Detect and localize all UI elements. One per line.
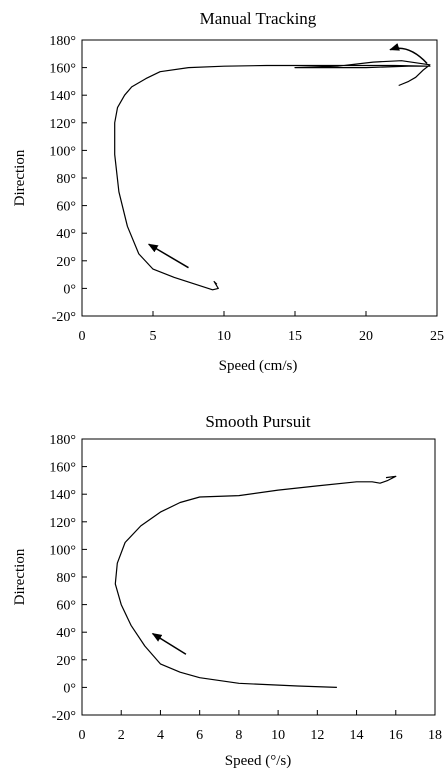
x-tick-label: 18 xyxy=(428,728,442,743)
y-tick-label: 160° xyxy=(49,62,76,77)
y-axis-label: Direction xyxy=(12,149,28,206)
series-line xyxy=(114,60,431,291)
y-axis: -20° 0° 20° 40° 60° 80° 100° 120° 140° 160° 180° xyxy=(49,34,87,325)
x-axis: 0 5 10 15 20 25 xyxy=(79,311,444,344)
x-tick-label: 15 xyxy=(288,329,302,344)
y-tick-label: 80° xyxy=(56,571,76,586)
x-tick-label: 6 xyxy=(196,728,203,743)
x-tick-label: 10 xyxy=(271,728,285,743)
chart-manual-tracking: Manual Tracking -20° 0° 20° 40° 60° 80° 100° 12… xyxy=(12,9,444,374)
y-tick-label: 60° xyxy=(56,599,76,614)
x-tick-label: 5 xyxy=(150,329,157,344)
x-tick-label: 16 xyxy=(389,728,403,743)
y-tick-label: 0° xyxy=(63,282,76,297)
direction-arrow xyxy=(389,43,428,64)
direction-arrow xyxy=(151,632,187,655)
y-tick-label: 140° xyxy=(49,89,76,104)
chart-title: Manual Tracking xyxy=(200,9,317,28)
plot-frame xyxy=(81,39,438,317)
chart-smooth-pursuit: Smooth Pursuit -20°0°20°40°60°80°100°120… xyxy=(12,412,442,769)
x-tick-label: 0 xyxy=(79,329,86,344)
y-axis: -20° 0° 20° 40° 60° 80° 100° 120° 140° 160° 180° xyxy=(49,433,87,724)
y-tick-label: 180° xyxy=(49,433,76,448)
y-tick-label: 120° xyxy=(49,516,76,531)
plot-frame xyxy=(81,438,436,716)
y-tick-label: 100° xyxy=(49,543,76,558)
y-tick-label: -20° xyxy=(52,310,76,325)
x-tick-label: 20 xyxy=(359,329,373,344)
y-tick-label: 140° xyxy=(49,488,76,503)
y-tick-label: 160° xyxy=(49,461,76,476)
y-tick-label: -20° xyxy=(52,709,76,724)
x-tick-label: 8 xyxy=(235,728,242,743)
series-line xyxy=(114,475,397,688)
y-tick-label: 120° xyxy=(49,117,76,132)
y-axis-label: Direction xyxy=(12,548,28,605)
annotations-group xyxy=(147,43,428,269)
y-tick-label: 60° xyxy=(56,200,76,215)
y-tick-label: 20° xyxy=(56,255,76,270)
direction-arrow xyxy=(147,243,189,269)
annotations-group xyxy=(151,632,187,655)
x-axis-label: Speed (°/s) xyxy=(225,753,291,769)
series-group xyxy=(114,475,397,688)
chart-title: Smooth Pursuit xyxy=(205,412,311,431)
x-tick-label: 2 xyxy=(118,728,125,743)
x-axis-label: Speed (cm/s) xyxy=(219,358,298,374)
x-tick-label: 14 xyxy=(350,728,364,743)
series-group xyxy=(114,60,431,291)
x-tick-label: 4 xyxy=(157,728,164,743)
x-tick-label: 10 xyxy=(217,329,231,344)
x-axis: 0 2 4 6 8 10 12 14 16 18 xyxy=(79,710,442,743)
y-tick-label: 0° xyxy=(63,681,76,696)
x-tick-label: 25 xyxy=(430,329,444,344)
y-tick-label: 100° xyxy=(49,144,76,159)
x-tick-label: 12 xyxy=(310,728,324,743)
y-tick-label: 180° xyxy=(49,34,76,49)
x-tick-label: 0 xyxy=(79,728,86,743)
y-tick-label: 40° xyxy=(56,626,76,641)
y-tick-label: 20° xyxy=(56,654,76,669)
y-tick-label: 80° xyxy=(56,172,76,187)
y-tick-label: 40° xyxy=(56,227,76,242)
